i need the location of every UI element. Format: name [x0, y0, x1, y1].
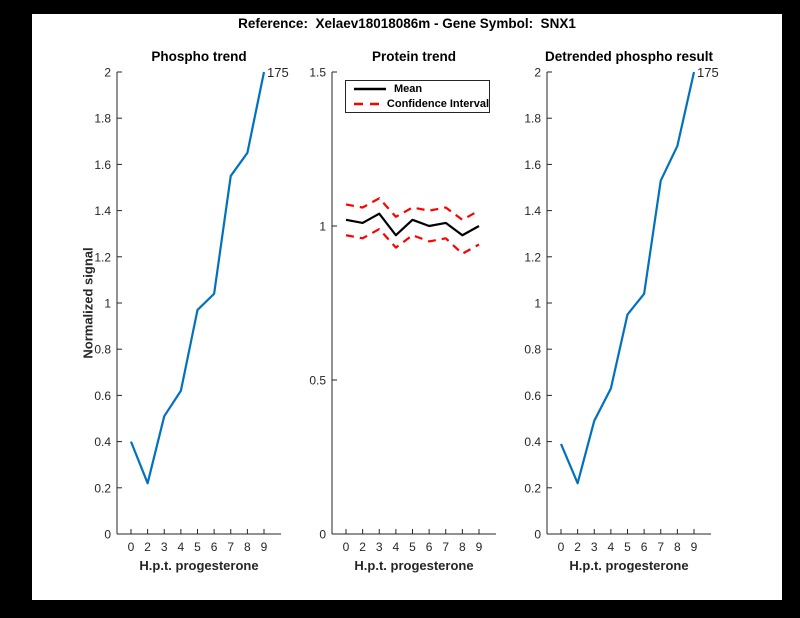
x-tick-label: 8: [244, 540, 251, 554]
x-tick-label: 9: [476, 540, 483, 554]
x-tick-label: 6: [641, 540, 648, 554]
legend-label-confidence-interval: Confidence Interval: [386, 97, 489, 110]
y-tick-label: 0.2: [94, 481, 111, 495]
y-tick-label: 1.4: [524, 204, 541, 218]
legend: Mean Confidence Interval: [345, 80, 490, 113]
x-tick-label: 5: [409, 540, 416, 554]
subplot-title-detrended: Detrended phospho result: [544, 49, 713, 64]
x-tick-label: 5: [194, 540, 201, 554]
x-tick-label: 5: [624, 540, 631, 554]
y-tick-label: 1.4: [94, 204, 111, 218]
legend-item-mean: Mean: [353, 83, 489, 95]
x-tick-label: 6: [211, 540, 218, 554]
endpoint-annotation-detrended: 175: [697, 65, 719, 80]
x-axis-label-2: H.p.t. progesterone: [354, 558, 474, 573]
confidence-interval-line-sample-icon: [354, 102, 380, 105]
series-line-confidence-interval-lower: [345, 227, 480, 255]
y-tick-label: 0.4: [94, 435, 111, 449]
x-tick-label: 7: [227, 540, 234, 554]
figure-title: Reference: Xelaev18018086m - Gene Symbol…: [238, 16, 576, 31]
y-tick-label: 0.6: [524, 389, 541, 403]
x-tick-label: 2: [574, 540, 581, 554]
subplot-title-phospho-trend: Phospho trend: [151, 49, 247, 64]
y-axis-label: Normalized signal: [80, 247, 96, 359]
y-tick-label: 1.8: [524, 112, 541, 126]
x-tick-label: 3: [376, 540, 383, 554]
endpoint-annotation-phospho: 175: [267, 65, 289, 80]
y-tick-label: 0.4: [524, 435, 541, 449]
x-tick-label: 7: [657, 540, 664, 554]
y-tick-label: 1: [534, 297, 541, 311]
x-tick-label: 9: [691, 540, 698, 554]
x-tick-label: 0: [558, 540, 565, 554]
x-tick-label: 3: [591, 540, 598, 554]
x-tick-label: 3: [161, 540, 168, 554]
y-tick-label: 2: [104, 66, 111, 80]
x-axis-label-1: H.p.t. progesterone: [139, 558, 259, 573]
x-tick-label: 6: [426, 540, 433, 554]
series-line-mean: [345, 212, 480, 237]
legend-item-confidence-interval: Confidence Interval: [353, 98, 489, 110]
y-tick-label: 1.2: [524, 250, 541, 264]
x-tick-label: 7: [442, 540, 449, 554]
y-tick-label: 0.8: [524, 343, 541, 357]
y-tick-label: 1.2: [94, 250, 111, 264]
x-tick-label: 0: [128, 540, 135, 554]
y-tick-label: 0.5: [309, 374, 326, 388]
x-tick-label: 9: [261, 540, 268, 554]
y-tick-label: 1.5: [309, 66, 326, 80]
plots-canvas: 00.20.40.60.811.21.41.61.820 2 3 4 5 6 7 8 900.5…: [94, 66, 711, 554]
x-tick-label: 4: [393, 540, 400, 554]
y-tick-label: 0: [534, 528, 541, 542]
y-tick-label: 1: [319, 220, 326, 234]
x-tick-label: 0: [343, 540, 350, 554]
series-line-detrended-phospho-signal: [559, 71, 696, 485]
y-tick-label: 0.2: [524, 481, 541, 495]
x-tick-label: 2: [359, 540, 366, 554]
y-tick-label: 2: [534, 66, 541, 80]
y-tick-label: 1.8: [94, 112, 111, 126]
legend-label-mean: Mean: [394, 83, 423, 96]
x-tick-label: 8: [459, 540, 466, 554]
series-line-confidence-interval-upper: [345, 197, 480, 221]
y-tick-label: 1.6: [524, 158, 541, 172]
x-tick-label: 8: [674, 540, 681, 554]
x-axis-label-3: H.p.t. progesterone: [569, 558, 689, 573]
y-tick-label: 1: [104, 297, 111, 311]
series-line-phospho-signal: [129, 71, 266, 485]
x-tick-label: 4: [178, 540, 185, 554]
y-tick-label: 0.6: [94, 389, 111, 403]
y-tick-label: 1.6: [94, 158, 111, 172]
mean-line-sample-icon: [354, 88, 386, 91]
y-tick-label: 0: [104, 528, 111, 542]
subplot-title-protein-trend: Protein trend: [371, 49, 456, 64]
y-tick-label: 0.8: [94, 343, 111, 357]
y-tick-label: 0: [319, 528, 326, 542]
x-tick-label: 2: [144, 540, 151, 554]
x-tick-label: 4: [608, 540, 615, 554]
